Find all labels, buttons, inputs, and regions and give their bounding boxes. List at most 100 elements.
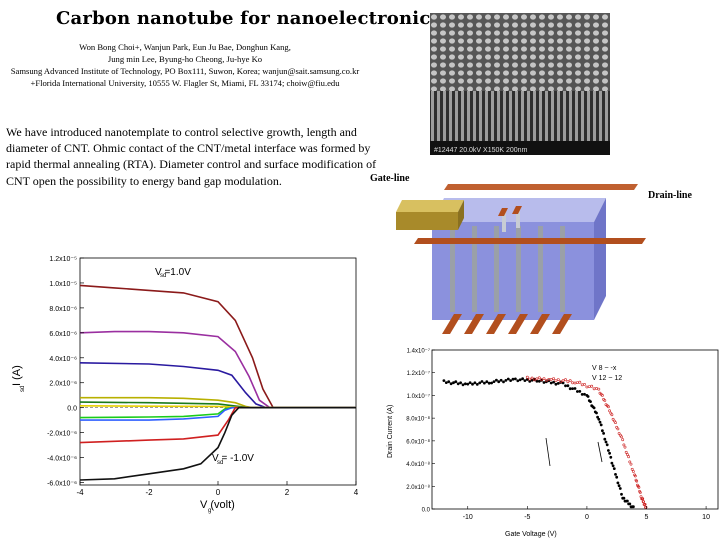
data-point xyxy=(606,449,610,452)
data-point xyxy=(530,376,534,380)
bottom-contacts xyxy=(442,314,572,334)
data-point xyxy=(628,502,632,506)
sweep-arrow xyxy=(545,437,551,467)
data-point xyxy=(564,384,567,388)
x-axis-label: V (volt) xyxy=(200,499,235,511)
data-point xyxy=(571,387,575,391)
data-point xyxy=(566,384,570,388)
data-point xyxy=(605,443,609,447)
data-point xyxy=(625,499,629,503)
x-tick-label: -2 xyxy=(145,488,153,497)
series-line xyxy=(80,406,356,421)
y-axis-label: Drain Current (A) xyxy=(387,405,394,458)
data-point xyxy=(598,420,602,424)
series-line xyxy=(79,362,356,409)
data-point xyxy=(642,500,646,504)
data-point xyxy=(552,377,556,381)
data-point xyxy=(537,376,541,380)
paper-title: Carbon nanotube for nanoelectronics xyxy=(56,8,441,29)
data-point xyxy=(618,487,622,490)
series-line xyxy=(79,406,356,444)
data-point xyxy=(609,455,613,459)
series-markers xyxy=(525,375,648,509)
y-tick-label: 1.0x10⁻⁷ xyxy=(407,393,430,400)
data-point xyxy=(610,461,614,465)
data-point xyxy=(492,380,496,384)
data-point xyxy=(629,462,633,466)
y-tick-label: -6.0x10⁻⁶ xyxy=(47,481,77,488)
x-tick-label: 10 xyxy=(702,514,710,521)
data-point xyxy=(518,378,522,382)
data-point xyxy=(535,379,539,383)
data-point xyxy=(554,382,558,386)
author-line: Won Bong Choi+, Wanjun Park, Eun Ju Bae,… xyxy=(79,42,291,52)
y-tick-label: 8.0x10⁻⁸ xyxy=(406,416,430,423)
data-point xyxy=(638,491,642,494)
data-point xyxy=(575,390,579,393)
data-point xyxy=(556,382,560,385)
data-point xyxy=(628,460,632,464)
data-point xyxy=(449,382,453,386)
data-point xyxy=(620,435,623,439)
data-point xyxy=(596,415,600,419)
vsd-positive-annotation: V =1.0V xyxy=(155,267,191,278)
affiliation-line: +Florida International University, 10555… xyxy=(30,78,340,88)
annotation-subscript: sd xyxy=(217,460,223,466)
box-front-face xyxy=(432,222,594,320)
x-tick-label: 0 xyxy=(585,514,589,521)
data-point xyxy=(622,496,626,500)
data-point xyxy=(631,505,635,509)
data-point xyxy=(592,406,596,410)
data-point xyxy=(630,467,634,471)
data-point xyxy=(533,378,536,382)
sweep-arrow xyxy=(597,441,603,463)
drain-line-label: Drain-line xyxy=(648,190,692,201)
data-point xyxy=(608,409,612,413)
data-point xyxy=(573,387,577,390)
data-point xyxy=(622,443,626,447)
data-point xyxy=(485,380,489,384)
data-point xyxy=(575,381,579,385)
author-line: Jung min Lee, Byung-ho Cheong, Ju-hye Ko xyxy=(107,54,263,64)
abstract-text: We have introduced nanotemplate to contr… xyxy=(6,125,377,188)
y-axis-label: I (A) xyxy=(11,365,23,386)
data-point xyxy=(587,385,591,389)
data-point xyxy=(631,470,635,473)
data-point xyxy=(633,474,637,478)
nanotube-pillars xyxy=(450,208,565,312)
y-tick-label: 0.0 xyxy=(422,508,431,514)
data-point xyxy=(480,380,484,383)
data-point xyxy=(511,377,515,381)
data-point xyxy=(643,502,647,506)
data-point xyxy=(549,378,553,381)
data-point xyxy=(589,400,592,404)
series-markers xyxy=(442,377,635,509)
x-tick-label: 4 xyxy=(354,488,359,497)
data-point xyxy=(597,387,601,391)
data-point xyxy=(468,381,472,385)
data-point xyxy=(537,379,541,383)
data-point xyxy=(600,394,604,397)
data-point xyxy=(542,377,546,381)
series-line xyxy=(79,330,356,409)
data-point xyxy=(530,378,534,382)
data-point xyxy=(644,505,648,509)
data-point xyxy=(604,440,608,444)
data-point xyxy=(559,380,563,384)
affiliation-line: Samsung Advanced Institute of Technology… xyxy=(10,66,360,76)
y-tick-label: 2.0x10⁻⁶ xyxy=(49,381,77,388)
gate-line-top xyxy=(396,200,464,212)
data-point xyxy=(552,380,556,384)
data-point xyxy=(475,383,479,386)
data-point xyxy=(528,377,532,381)
data-point xyxy=(444,381,448,385)
data-point xyxy=(499,378,503,382)
data-point xyxy=(495,378,498,382)
data-point xyxy=(461,383,465,387)
data-point xyxy=(592,387,596,391)
data-point xyxy=(573,381,577,385)
data-point xyxy=(595,411,598,415)
data-point xyxy=(544,379,548,382)
data-point xyxy=(625,453,629,456)
data-point xyxy=(603,437,607,441)
